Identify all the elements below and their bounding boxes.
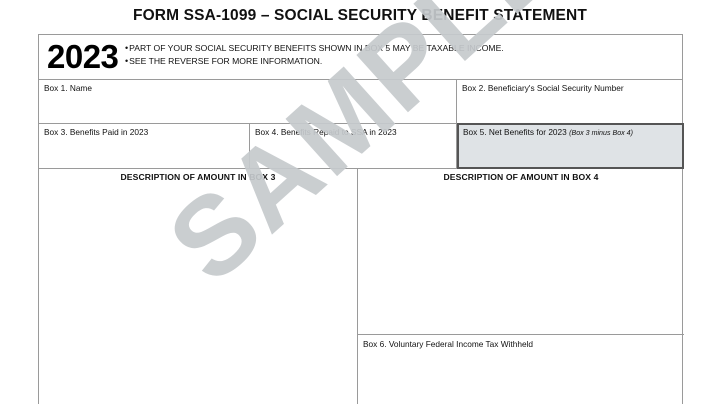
tax-year: 2023 [47, 38, 119, 75]
box-6-label: Box 6. Voluntary Federal Income Tax With… [363, 339, 534, 349]
ssa-1099-form-sheet: 2023 •PART OF YOUR SOCIAL SECURITY BENEF… [38, 34, 684, 404]
year-note-2-text: SEE THE REVERSE FOR MORE INFORMATION. [129, 55, 323, 66]
box-6-tax-withheld-field[interactable]: Box 6. Voluntary Federal Income Tax With… [358, 334, 684, 404]
year-note-1-text: PART OF YOUR SOCIAL SECURITY BENEFITS SH… [129, 43, 504, 53]
box-2-ssn-field[interactable]: Box 2. Beneficiary's Social Security Num… [457, 80, 684, 124]
box-3-label: Box 3. Benefits Paid in 2023 [44, 127, 149, 137]
box-5-label-text: Box 5. Net Benefits for 2023 [463, 127, 567, 137]
box-1-label: Box 1. Name [44, 83, 92, 93]
description-box-4-section[interactable]: DESCRIPTION OF AMOUNT IN BOX 4 Box 6. Vo… [358, 169, 684, 404]
description-box-4-header: DESCRIPTION OF AMOUNT IN BOX 4 [443, 172, 599, 182]
year-banner-notes: •PART OF YOUR SOCIAL SECURITY BENEFITS S… [125, 42, 504, 67]
box-5-label-note: (Box 3 minus Box 4) [569, 129, 633, 137]
bullet-icon: • [125, 43, 129, 53]
year-banner-row: 2023 •PART OF YOUR SOCIAL SECURITY BENEF… [39, 35, 682, 80]
box-5-net-benefits-field[interactable]: Box 5. Net Benefits for 2023 (Box 3 minu… [457, 123, 684, 169]
description-box-3-section[interactable]: DESCRIPTION OF AMOUNT IN BOX 3 [39, 169, 358, 404]
box-5-label: Box 5. Net Benefits for 2023 (Box 3 minu… [463, 127, 633, 137]
box-2-label: Box 2. Beneficiary's Social Security Num… [462, 83, 624, 93]
box-1-name-field[interactable]: Box 1. Name [39, 80, 457, 124]
year-note-line-2: •SEE THE REVERSE FOR MORE INFORMATION. [125, 55, 504, 68]
bullet-icon: • [125, 55, 129, 66]
box-4-label: Box 4. Benefits Repaid to SSA in 2023 [255, 127, 397, 137]
box-3-benefits-paid-field[interactable]: Box 3. Benefits Paid in 2023 [39, 124, 250, 169]
page-title: FORM SSA-1099 – SOCIAL SECURITY BENEFIT … [132, 7, 588, 24]
box-4-benefits-repaid-field[interactable]: Box 4. Benefits Repaid to SSA in 2023 [250, 124, 457, 169]
description-box-3-header: DESCRIPTION OF AMOUNT IN BOX 3 [120, 172, 276, 182]
year-note-line-1: •PART OF YOUR SOCIAL SECURITY BENEFITS S… [125, 42, 504, 55]
